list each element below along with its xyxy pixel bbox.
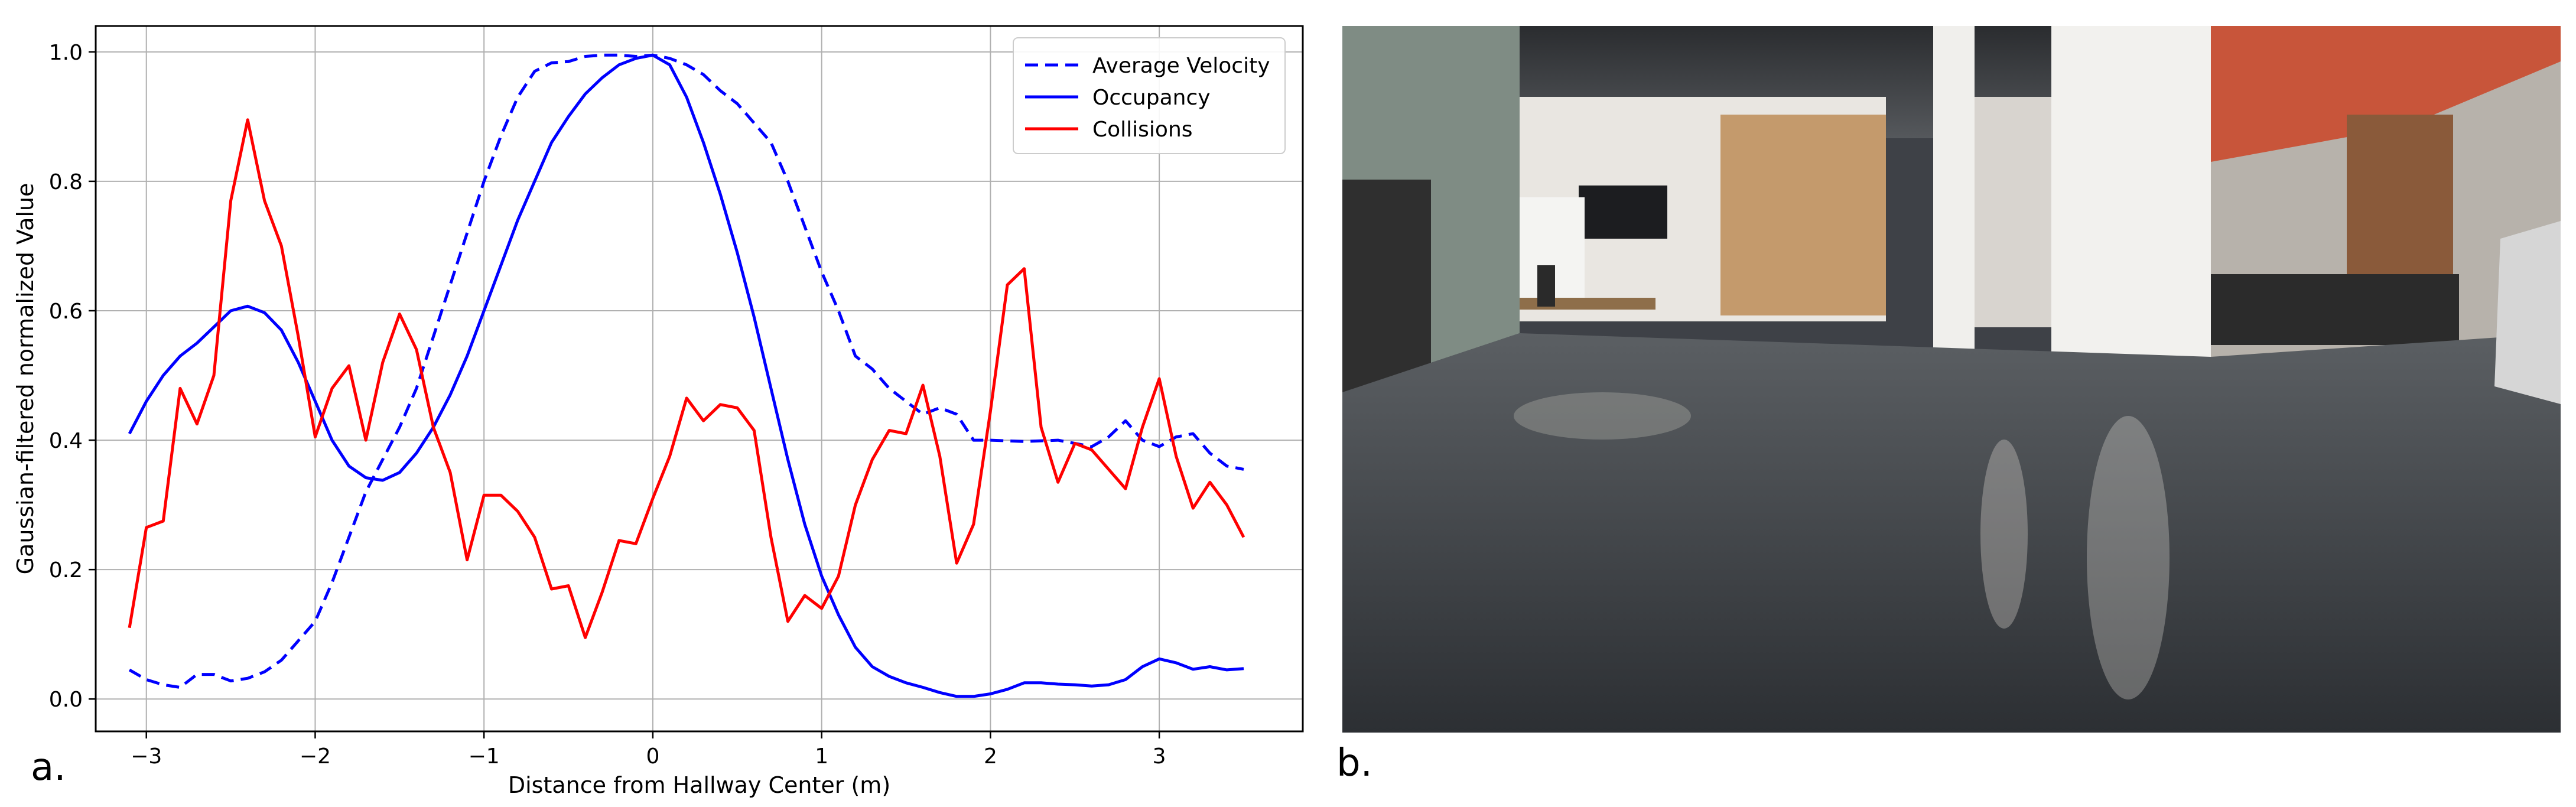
kiosk-stand bbox=[2494, 221, 2561, 404]
hallway-photo bbox=[1342, 26, 2561, 733]
panel-label-b: b. bbox=[1336, 741, 1372, 785]
y-tick-label: 0.2 bbox=[49, 558, 83, 583]
x-tick-label: 2 bbox=[984, 744, 997, 769]
floor-reflection bbox=[2087, 416, 2170, 699]
y-tick-label: 1.0 bbox=[49, 41, 83, 65]
x-tick-label: −1 bbox=[469, 744, 500, 769]
x-tick-label: −3 bbox=[131, 744, 162, 769]
panel-label-a: a. bbox=[31, 746, 66, 789]
x-tick-label: −2 bbox=[300, 744, 331, 769]
floor-reflection bbox=[1980, 440, 2028, 629]
wood-wall-panel bbox=[1720, 115, 1886, 315]
y-tick-label: 0.6 bbox=[49, 300, 83, 324]
legend-label: Average Velocity bbox=[1092, 54, 1270, 78]
polished-floor bbox=[1342, 333, 2561, 733]
x-tick-label: 0 bbox=[646, 744, 659, 769]
red-staircase bbox=[2211, 26, 2561, 162]
lounge-seating bbox=[2211, 274, 2459, 345]
legend-label: Occupancy bbox=[1092, 86, 1211, 110]
legend-label: Collisions bbox=[1092, 118, 1193, 142]
wall-tv bbox=[1579, 186, 1667, 239]
x-tick-label: 1 bbox=[815, 744, 828, 769]
x-tick-label: 3 bbox=[1153, 744, 1166, 769]
line-chart: −3 −2 −1 0 1 2 3 0.0 0.2 0.4 0.6 0.8 1.0 Distance fr… bbox=[12, 25, 1304, 798]
person bbox=[1537, 265, 1555, 307]
y-tick-label: 0.4 bbox=[49, 429, 83, 453]
y-tick-label: 0.0 bbox=[49, 688, 83, 712]
x-axis-label: Distance from Hallway Center (m) bbox=[508, 772, 890, 798]
series-line-collisions bbox=[128, 118, 1245, 639]
y-tick-label: 0.8 bbox=[49, 170, 83, 194]
column-right bbox=[2051, 26, 2211, 380]
legend: Average Velocity Occupancy Collisions bbox=[1013, 37, 1286, 154]
axis-ticks: −3 −2 −1 0 1 2 3 0.0 0.2 0.4 0.6 0.8 1.0 bbox=[49, 41, 1166, 769]
series-layer bbox=[128, 53, 1245, 698]
plot-frame bbox=[95, 25, 1304, 733]
y-axis-label: Gaussian-filtered normalized Value bbox=[12, 183, 38, 575]
legend-box bbox=[1013, 37, 1286, 154]
series-line-occupancy bbox=[128, 53, 1244, 698]
wood-panel-right bbox=[2347, 115, 2453, 286]
column-left bbox=[1933, 26, 1975, 357]
floor-reflection bbox=[1514, 392, 1691, 440]
series-line-average-velocity bbox=[128, 53, 1244, 689]
